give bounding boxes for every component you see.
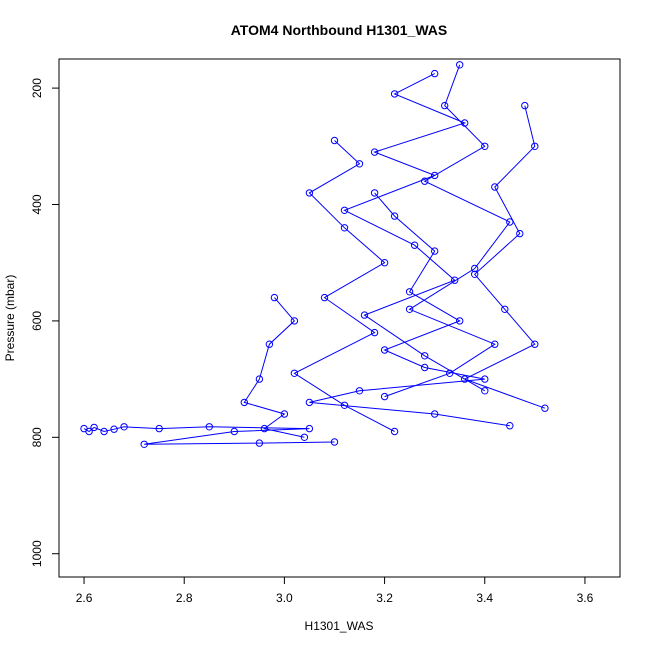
data-point <box>531 142 539 151</box>
data-point <box>260 424 269 433</box>
data-point <box>421 177 429 185</box>
series-line <box>83 426 335 445</box>
data-point <box>370 189 379 197</box>
data-point <box>481 142 489 151</box>
x-tick-label: 3.2 <box>376 591 393 605</box>
data-point <box>330 438 339 446</box>
series-line <box>384 64 511 398</box>
series-line <box>309 192 510 427</box>
series-line <box>463 105 546 409</box>
data-point <box>521 101 529 110</box>
data-point <box>265 340 274 348</box>
data-point <box>410 241 419 249</box>
data-point <box>516 229 524 238</box>
x-tick-label: 2.6 <box>76 591 93 605</box>
data-point <box>255 439 264 447</box>
data-point <box>100 427 108 436</box>
data-point <box>255 375 264 383</box>
data-point <box>155 424 163 433</box>
series-line <box>343 73 486 392</box>
data-point <box>120 423 128 431</box>
data-point <box>205 423 214 431</box>
data-point <box>290 317 299 325</box>
data-point <box>461 375 469 383</box>
data-point <box>390 90 399 98</box>
data-point <box>461 119 469 127</box>
y-tick-label: 1000 <box>30 540 44 567</box>
data-point <box>471 264 479 273</box>
data-point <box>506 422 514 430</box>
data-point <box>305 189 314 197</box>
data-point <box>421 352 429 360</box>
data-point <box>481 387 489 395</box>
data-point <box>541 404 549 412</box>
data-point <box>390 427 399 436</box>
plot-data <box>80 61 549 448</box>
data-point <box>230 427 239 436</box>
data-point <box>451 276 459 284</box>
data-point <box>290 369 299 377</box>
data-point <box>320 293 329 302</box>
data-point <box>270 293 279 302</box>
x-axis: 2.6 2.8 3.0 3.2 3.4 3.6 <box>76 576 594 605</box>
data-point <box>340 224 349 232</box>
y-tick-label: 400 <box>30 194 44 214</box>
x-tick-label: 3.4 <box>476 591 493 605</box>
y-axis-label: Pressure (mbar) <box>3 275 17 362</box>
data-point <box>355 387 364 395</box>
data-point <box>380 392 389 401</box>
data-point <box>390 212 399 220</box>
data-point <box>300 433 309 441</box>
y-tick-label: 600 <box>30 311 44 331</box>
data-point <box>85 427 93 436</box>
data-point <box>360 311 369 319</box>
data-point <box>110 425 118 433</box>
data-point <box>531 340 539 348</box>
data-point <box>405 305 414 313</box>
data-point <box>431 69 439 78</box>
data-point <box>305 398 314 407</box>
data-point <box>340 206 349 215</box>
data-point <box>370 148 379 156</box>
plot-frame <box>58 58 621 578</box>
series-line <box>293 140 395 432</box>
series-group <box>80 61 549 448</box>
data-point <box>456 61 464 69</box>
y-axis: 200 400 600 800 1000 <box>30 78 60 567</box>
data-point <box>280 410 289 418</box>
data-point <box>506 218 514 226</box>
data-point <box>491 340 499 348</box>
x-tick-label: 3.6 <box>577 591 594 605</box>
data-point <box>240 398 249 407</box>
series-line <box>243 297 305 438</box>
data-point <box>380 346 389 354</box>
data-point <box>431 410 439 418</box>
data-point <box>421 363 429 372</box>
y-tick-label: 200 <box>30 78 44 98</box>
data-point <box>370 328 379 337</box>
data-point <box>501 305 509 313</box>
data-point <box>380 259 389 267</box>
data-point <box>431 247 439 255</box>
data-point <box>456 317 464 325</box>
data-point <box>355 160 364 168</box>
x-axis-label: H1301_WAS <box>305 619 374 633</box>
data-point <box>471 270 479 278</box>
data-point <box>340 401 349 409</box>
data-point <box>431 171 439 180</box>
chart-title: ATOM4 Northbound H1301_WAS <box>231 22 448 38</box>
data-point <box>441 101 449 110</box>
data-point <box>491 183 499 191</box>
data-point <box>140 440 148 448</box>
data-point <box>90 423 98 432</box>
data-point <box>481 375 489 383</box>
y-tick-label: 800 <box>30 427 44 447</box>
data-point <box>405 288 414 296</box>
x-tick-label: 3.0 <box>276 591 293 605</box>
x-tick-label: 2.8 <box>176 591 193 605</box>
data-point <box>305 424 314 433</box>
data-point <box>330 136 339 145</box>
